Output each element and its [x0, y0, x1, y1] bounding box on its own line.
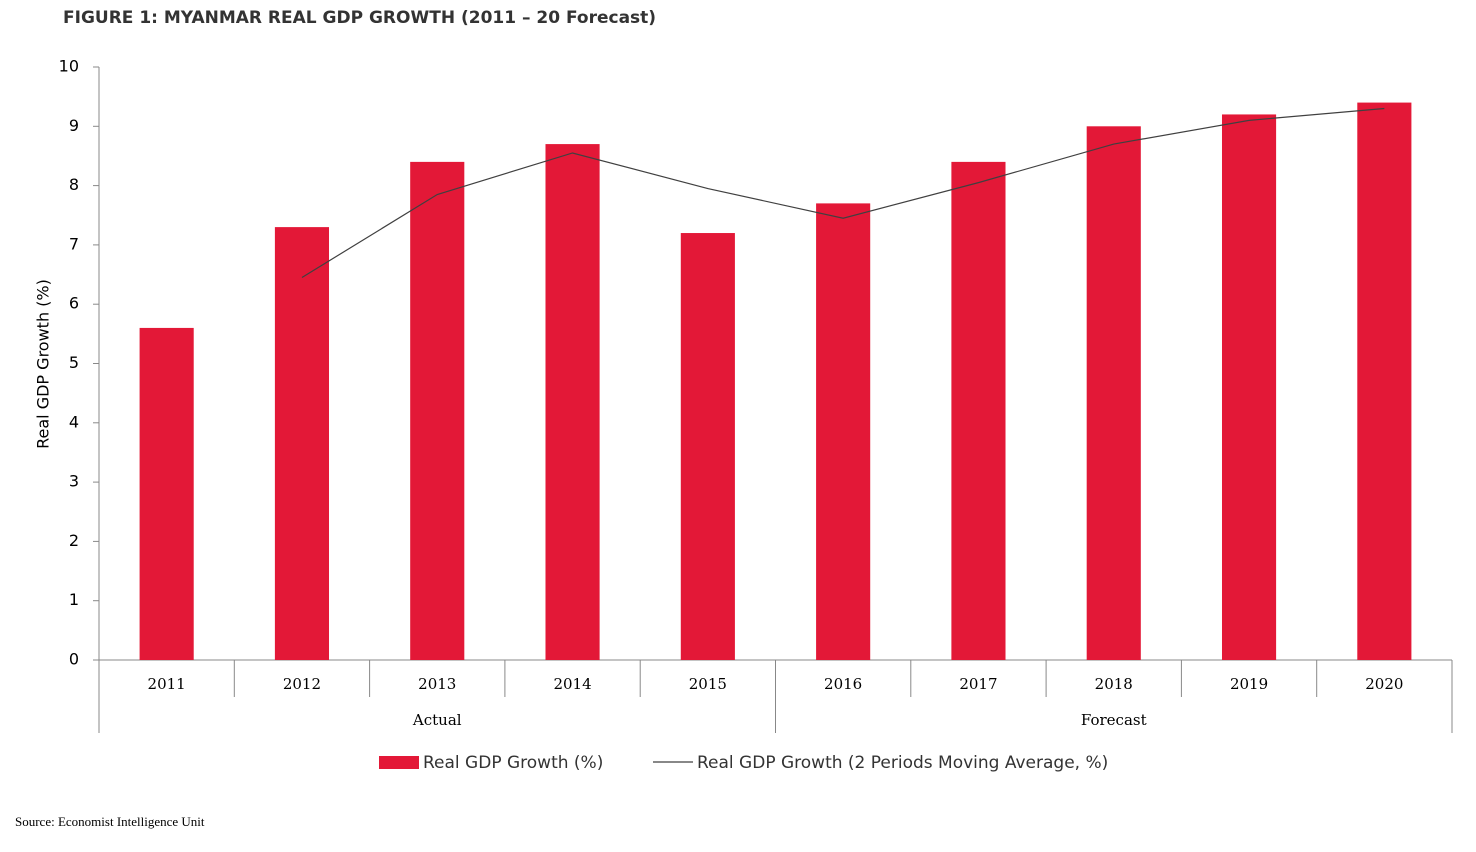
x-tick-label: 2014 — [553, 675, 591, 693]
y-tick-label: 3 — [69, 472, 79, 491]
bar — [951, 161, 1006, 660]
bar — [274, 227, 330, 661]
legend-swatch — [379, 756, 419, 769]
bar — [410, 161, 465, 660]
bar — [139, 327, 194, 660]
bar — [816, 203, 871, 660]
y-tick-label: 6 — [69, 294, 79, 313]
x-tick-label: 2018 — [1095, 675, 1133, 693]
bar — [680, 233, 735, 661]
bar — [1357, 102, 1412, 660]
x-tick-label: 2013 — [418, 675, 456, 693]
y-tick-label: 4 — [69, 412, 79, 431]
group-label: Forecast — [1081, 711, 1147, 729]
y-tick-label: 10 — [59, 57, 79, 76]
legend-label: Real GDP Growth (%) — [423, 753, 603, 773]
y-tick-label: 8 — [69, 175, 79, 194]
y-tick-label: 2 — [69, 531, 79, 550]
x-tick-label: 2012 — [283, 675, 321, 693]
x-tick-label: 2017 — [959, 675, 997, 693]
y-axis-label: Real GDP Growth (%) — [34, 279, 53, 449]
y-tick-label: 5 — [69, 353, 79, 372]
bar — [1086, 126, 1141, 661]
chart-title: FIGURE 1: MYANMAR REAL GDP GROWTH (2011 … — [63, 8, 656, 28]
x-tick-label: 2011 — [148, 675, 186, 693]
bar — [545, 144, 600, 661]
y-tick-label: 0 — [69, 650, 79, 669]
x-tick-label: 2015 — [689, 675, 727, 693]
x-tick-label: 2016 — [824, 675, 862, 693]
source: Source: Economist Intelligence Unit — [15, 814, 205, 829]
x-tick-label: 2020 — [1365, 675, 1403, 693]
y-tick-label: 9 — [69, 116, 79, 135]
bar — [1221, 114, 1277, 660]
y-tick-label: 7 — [69, 234, 79, 253]
line — [301, 107, 1385, 279]
y-tick-label: 1 — [69, 590, 79, 609]
x-tick-label: 2019 — [1230, 675, 1268, 693]
legend-label: Real GDP Growth (2 Periods Moving Averag… — [697, 753, 1108, 773]
group-label: Actual — [412, 711, 462, 729]
